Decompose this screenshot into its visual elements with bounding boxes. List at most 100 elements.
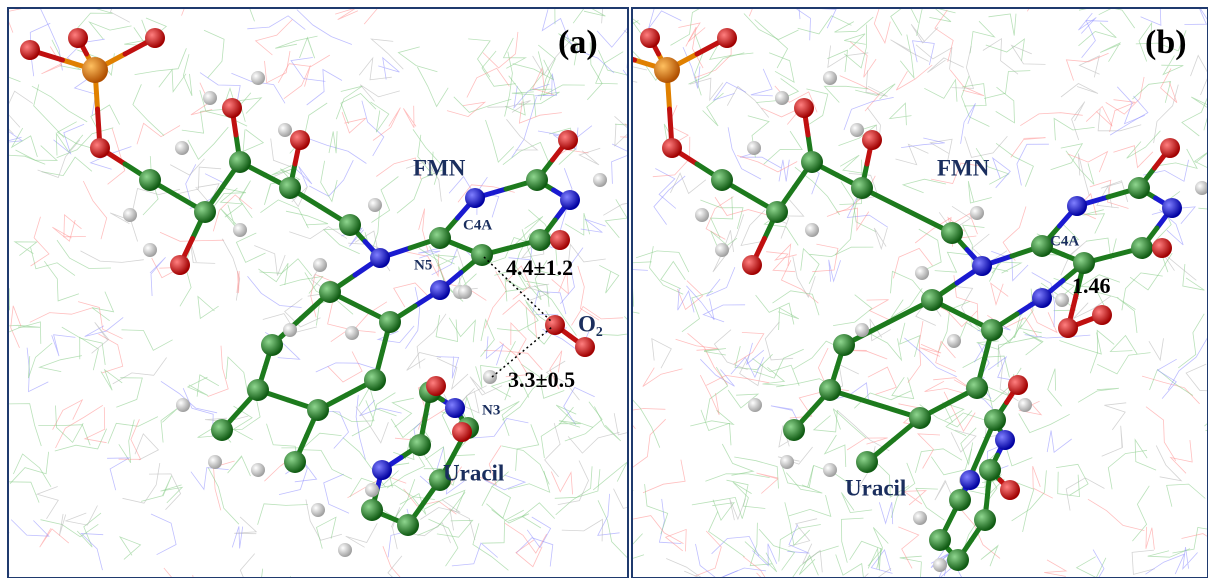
atom <box>929 529 951 551</box>
wire <box>0 325 40 327</box>
wire <box>1019 414 1070 433</box>
wire <box>208 467 239 524</box>
wire <box>346 523 378 547</box>
wire <box>1130 253 1172 290</box>
atom <box>452 422 472 442</box>
wire <box>516 538 553 567</box>
wire <box>711 197 733 238</box>
wire <box>712 537 759 557</box>
wire <box>753 358 800 385</box>
atom <box>851 177 873 199</box>
wire <box>798 16 852 34</box>
atom <box>90 138 110 158</box>
wire <box>1104 403 1126 430</box>
wire <box>265 51 291 83</box>
wire <box>890 103 912 125</box>
atom <box>766 201 788 223</box>
wire <box>452 543 498 566</box>
wire <box>260 200 308 228</box>
wire <box>1183 264 1205 290</box>
annotation: FMN <box>413 155 466 180</box>
annotation: FMN <box>937 155 990 180</box>
wire <box>34 84 64 137</box>
wire <box>734 332 764 364</box>
wire <box>28 343 52 378</box>
atom <box>915 266 929 280</box>
wire <box>833 295 872 326</box>
wire <box>15 242 37 256</box>
atom <box>1055 293 1069 307</box>
atom <box>801 151 823 173</box>
wire <box>492 510 530 523</box>
wire <box>240 98 262 122</box>
distance-label: 4.4±1.2 <box>506 255 573 280</box>
wire <box>177 167 221 194</box>
wire <box>755 20 788 69</box>
atom <box>862 130 882 150</box>
atom <box>290 130 310 150</box>
wire <box>989 262 1021 282</box>
atom <box>981 319 1003 341</box>
wire <box>116 378 142 408</box>
wire <box>485 271 507 328</box>
wire <box>1135 440 1156 471</box>
atom <box>823 463 837 477</box>
wire <box>983 39 1018 74</box>
wire <box>927 58 963 73</box>
wire <box>1054 118 1095 140</box>
wire <box>1066 151 1094 185</box>
wire <box>1167 484 1206 507</box>
wire <box>610 21 639 51</box>
wire <box>80 337 99 370</box>
wire <box>378 58 399 80</box>
wire <box>335 8 358 20</box>
wire <box>341 94 376 124</box>
wire <box>824 86 868 102</box>
wire <box>483 32 518 68</box>
wire <box>913 41 935 65</box>
wire <box>579 148 600 165</box>
annotation: Uracil <box>845 475 906 500</box>
wire <box>1017 0 1039 11</box>
wire <box>81 251 144 263</box>
wire <box>1058 472 1080 497</box>
wire <box>565 402 602 441</box>
wire <box>730 499 746 521</box>
wire <box>85 407 107 443</box>
distance-label: 3.3±0.5 <box>508 367 575 392</box>
atom <box>339 214 361 236</box>
page: (a) FMN C4A N5 4.4±1.2 O₂ 3.3±0.5 N3 Ura… <box>0 0 1208 578</box>
wire <box>911 24 938 43</box>
atom <box>445 398 465 418</box>
wire <box>763 367 785 385</box>
atom <box>1073 252 1095 274</box>
wire <box>44 261 79 301</box>
wire <box>324 474 349 513</box>
atom <box>338 543 352 557</box>
wire <box>317 517 337 548</box>
wire <box>853 568 892 578</box>
wire <box>508 471 550 492</box>
wire <box>254 246 285 276</box>
atom <box>947 334 961 348</box>
wire <box>581 219 606 232</box>
wire <box>756 295 794 324</box>
wire <box>688 333 728 384</box>
atom <box>1092 305 1112 325</box>
wire <box>903 179 946 193</box>
wire <box>1102 426 1123 456</box>
atom <box>279 177 301 199</box>
wire <box>835 196 858 255</box>
atom <box>805 223 819 237</box>
distance-label: 1.46 <box>1072 273 1111 298</box>
wire <box>1158 359 1177 398</box>
atom <box>364 369 386 391</box>
wire <box>666 559 704 578</box>
atom <box>307 399 329 421</box>
wire <box>11 520 49 537</box>
wire <box>593 462 627 490</box>
wire <box>1113 146 1153 168</box>
atom <box>203 91 217 105</box>
wire <box>788 546 839 578</box>
atom <box>1195 181 1208 195</box>
